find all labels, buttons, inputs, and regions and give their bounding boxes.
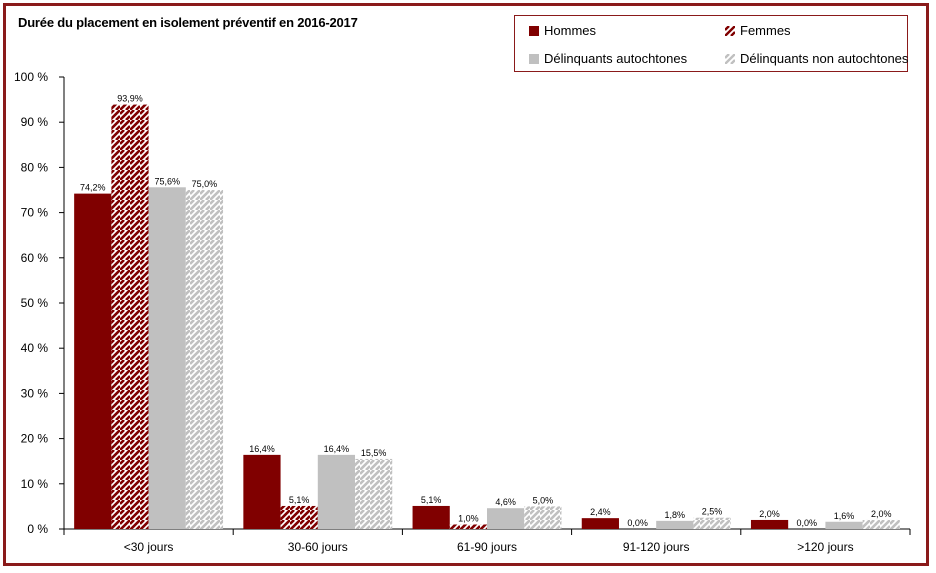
x-tick-label: <30 jours [124,540,174,554]
legend-label-femmes: Femmes [740,23,791,38]
bar-value-label: 5,1% [421,495,442,505]
bar-value-label: 0,0% [797,518,818,528]
bar-value-label: 4,6% [495,497,516,507]
bars [74,104,900,530]
bar [185,190,224,529]
legend-swatch-non-autochtones [725,53,735,64]
bar-value-label: 16,4% [324,444,350,454]
bar-value-label: 2,0% [759,509,780,519]
x-tick-label: 91-120 jours [623,540,690,554]
legend-item-hommes: Hommes [529,23,596,38]
y-tick-label: 20 % [21,432,49,446]
bar-value-label: 93,9% [117,94,143,104]
y-tick-label: 30 % [21,386,49,400]
bar-value-label: 74,2% [80,183,106,193]
bar-value-label: 1,6% [834,511,855,521]
y-tick-label: 60 % [21,251,49,265]
legend-label-autochtones: Délinquants autochtones [544,51,688,66]
y-tick-label: 40 % [21,341,49,355]
y-tick-label: 50 % [21,296,49,310]
bar [693,517,731,529]
bar [581,518,619,529]
bar [280,505,318,529]
bar-value-label: 75,0% [192,179,218,189]
bar [111,104,149,530]
bar-value-label: 5,1% [289,495,310,505]
bar [317,454,356,529]
y-tick-label: 100 % [14,70,48,84]
bar [449,524,487,529]
bar-value-label: 2,4% [590,507,611,517]
y-tick-label: 90 % [21,115,49,129]
bar-labels: 74,2% 16,4% 5,1% 2,4% 2,0% 93,9% 5,1% 1,0% 0,0% 0… [80,94,891,528]
bar [750,519,789,529]
y-tick-label: 80 % [21,160,49,174]
legend-item-femmes: Femmes [725,23,791,38]
bar-value-label: 75,6% [154,176,180,186]
bar [148,187,186,529]
bar [412,505,450,529]
legend-label-hommes: Hommes [544,23,597,38]
legend: Hommes Femmes Délinquants autochtones Dé… [514,15,908,72]
bar [243,454,281,529]
legend-swatch-femmes [725,25,735,36]
legend-item-non-autochtones: Délinquants non autochtones [725,51,908,66]
bar-value-label: 2,5% [702,507,723,517]
bar [487,508,525,529]
legend-swatch-hommes [529,25,539,36]
y-tick-label: 70 % [21,206,49,220]
x-tick-label: 30-60 jours [288,540,348,554]
chart-title: Durée du placement en isolement préventi… [18,15,358,30]
bar [524,506,562,529]
bar [355,458,393,529]
bar-value-label: 1,8% [665,510,686,520]
bar [74,193,112,529]
x-tick-label: 61-90 jours [457,540,517,554]
legend-label-non-autochtones: Délinquants non autochtones [740,51,909,66]
bar [656,520,694,529]
bar [825,521,863,529]
bar-value-label: 5,0% [533,495,554,505]
bar-value-label: 1,0% [458,513,479,523]
y-tick-label: 10 % [21,477,49,491]
bar-value-label: 15,5% [361,448,387,458]
legend-item-autochtones: Délinquants autochtones [529,51,687,66]
y-tick-label: 0 % [27,522,48,536]
bar [862,519,900,529]
bar-value-label: 16,4% [249,444,275,454]
legend-swatch-autochtones [529,53,539,64]
x-tick-label: >120 jours [797,540,853,554]
bar-value-label: 0,0% [627,518,648,528]
bar-value-label: 2,0% [871,509,892,519]
